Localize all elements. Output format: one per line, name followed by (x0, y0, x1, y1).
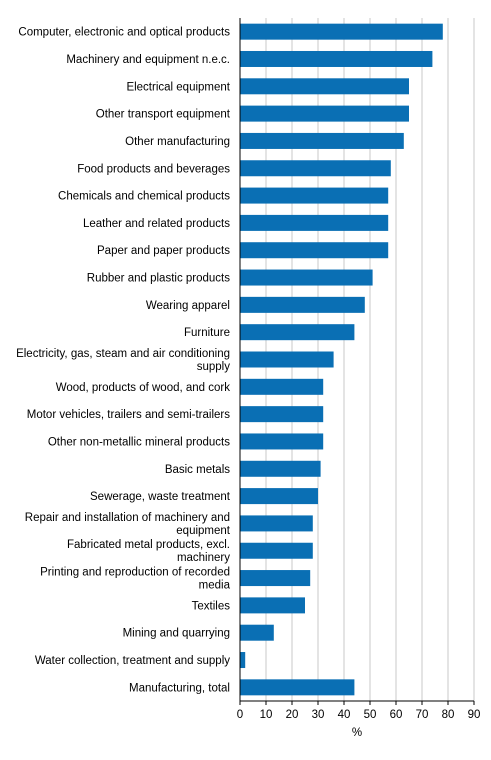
category-label-line: Repair and installation of machinery and (25, 512, 230, 524)
bar (240, 269, 373, 286)
x-axis-title: % (352, 727, 362, 739)
axes (239, 18, 475, 705)
x-tick-label: 50 (364, 709, 377, 721)
category-label: Textiles (192, 600, 231, 612)
category-label-line: Other manufacturing (125, 136, 230, 148)
category-label-line: Chemicals and chemical products (58, 191, 230, 203)
category-label-line: Other transport equipment (96, 109, 231, 121)
category-label: Sewerage, waste treatment (90, 491, 231, 503)
bar (240, 187, 389, 204)
x-tick-label: 60 (390, 709, 403, 721)
category-label: Motor vehicles, trailers and semi-traile… (27, 409, 230, 421)
category-label: Food products and beverages (77, 163, 230, 175)
category-label: Mining and quarrying (123, 628, 230, 640)
category-label: Other non-metallic mineral products (48, 436, 230, 448)
x-tick-label: 80 (442, 709, 455, 721)
category-label-line: Food products and beverages (77, 163, 230, 175)
bar (240, 488, 318, 505)
bar (240, 406, 324, 423)
category-label-line: Rubber and plastic products (87, 273, 230, 285)
x-tick-label: 0 (237, 709, 243, 721)
bar (240, 160, 391, 177)
category-label: Machinery and equipment n.e.c. (66, 54, 230, 66)
bar (240, 378, 324, 395)
bar (240, 324, 355, 341)
category-label-line: Computer, electronic and optical product… (18, 27, 230, 39)
category-label-line: Other non-metallic mineral products (48, 436, 230, 448)
bar (240, 214, 389, 231)
bar (240, 597, 305, 614)
category-label-line: Fabricated metal products, excl. (67, 539, 230, 551)
category-label-line: supply (197, 361, 230, 373)
bar (240, 296, 365, 313)
bar (240, 132, 404, 149)
category-label-line: media (199, 580, 231, 592)
bar (240, 542, 313, 559)
category-label-line: Wood, products of wood, and cork (56, 382, 231, 394)
category-label-line: Sewerage, waste treatment (90, 491, 231, 503)
x-tick-label: 10 (260, 709, 273, 721)
category-label: Manufacturing, total (129, 682, 230, 694)
category-label-line: Wearing apparel (146, 300, 230, 312)
bar (240, 78, 409, 95)
bar (240, 105, 409, 122)
category-label: Repair and installation of machinery and… (25, 512, 231, 537)
x-tick-label: 90 (468, 709, 481, 721)
bar (240, 515, 313, 532)
category-label: Paper and paper products (97, 245, 230, 257)
grid-lines (265, 18, 475, 701)
category-label: Furniture (184, 327, 230, 339)
category-label: Computer, electronic and optical product… (18, 27, 230, 39)
category-label-line: Machinery and equipment n.e.c. (66, 54, 230, 66)
x-tick-label: 70 (416, 709, 429, 721)
category-label-line: Water collection, treatment and supply (35, 655, 230, 667)
category-label-line: Printing and reproduction of recorded (40, 567, 230, 579)
category-label-line: Paper and paper products (97, 245, 230, 257)
category-label: Electricity, gas, steam and air conditio… (16, 348, 230, 373)
bar (240, 23, 443, 40)
bars (240, 23, 443, 696)
x-tick-label: 20 (286, 709, 299, 721)
category-label: Wood, products of wood, and cork (56, 382, 231, 394)
bar (240, 351, 334, 368)
category-label-line: Motor vehicles, trailers and semi-traile… (27, 409, 230, 421)
category-label-line: Electricity, gas, steam and air conditio… (16, 348, 230, 360)
bar (240, 570, 311, 587)
category-label: Electrical equipment (126, 81, 230, 93)
category-label: Leather and related products (83, 218, 230, 230)
category-label: Basic metals (165, 464, 230, 476)
bar (240, 679, 355, 696)
category-label: Wearing apparel (146, 300, 230, 312)
category-label: Fabricated metal products, excl. machiner… (67, 539, 230, 564)
category-label-line: equipment (176, 525, 231, 537)
category-label-line: Basic metals (165, 464, 230, 476)
category-label-line: Electrical equipment (126, 81, 230, 93)
category-label: Rubber and plastic products (87, 273, 230, 285)
category-label-line: Textiles (192, 600, 231, 612)
x-tick-label: 40 (338, 709, 351, 721)
bar (240, 624, 274, 641)
bar (240, 242, 389, 259)
category-label: Printing and reproduction of recorded med… (40, 567, 230, 592)
category-label: Other manufacturing (125, 136, 230, 148)
bar (240, 433, 324, 450)
bar (240, 652, 246, 669)
category-label-line: Leather and related products (83, 218, 230, 230)
bar (240, 50, 433, 67)
category-labels: Computer, electronic and optical product… (16, 27, 231, 695)
category-label: Chemicals and chemical products (58, 191, 230, 203)
bar (240, 460, 321, 477)
category-label-line: Mining and quarrying (123, 628, 230, 640)
category-label: Other transport equipment (96, 109, 231, 121)
category-label: Water collection, treatment and supply (35, 655, 230, 667)
x-tick-labels: 0 10 20 30 40 50 60 70 80 90 (237, 709, 481, 721)
category-label-line: machinery (177, 552, 230, 564)
x-tick-label: 30 (312, 709, 325, 721)
category-label-line: Manufacturing, total (129, 682, 230, 694)
category-label-line: Furniture (184, 327, 230, 339)
